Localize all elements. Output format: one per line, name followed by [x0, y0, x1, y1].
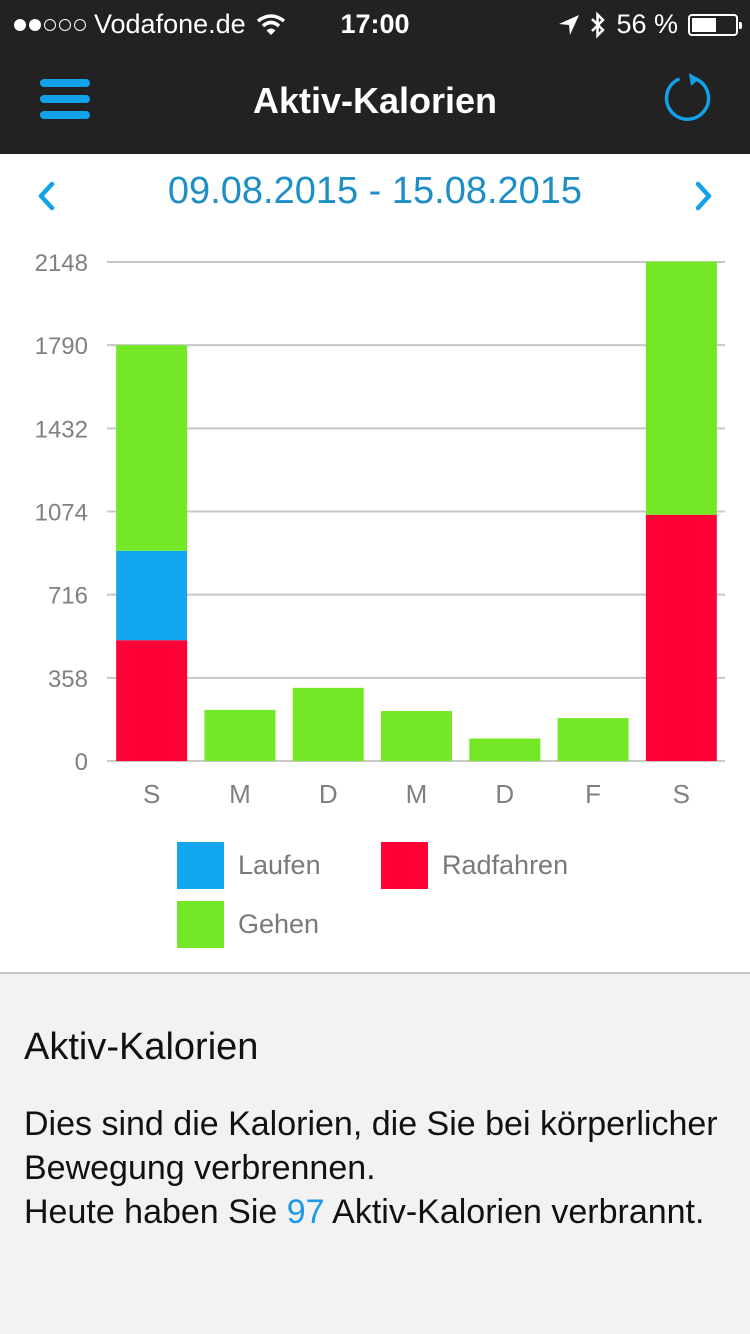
info-description: Dies sind die Kalorien, die Sie bei körp… — [24, 1102, 724, 1234]
page-title: Aktiv-Kalorien — [252, 80, 498, 121]
info-text-line1: Dies sind die Kalorien, die Sie bei körp… — [24, 1105, 718, 1187]
status-right: 56 % — [558, 9, 742, 40]
info-text-pre: Heute haben Sie — [24, 1193, 287, 1231]
x-tick-label: F — [585, 779, 601, 809]
info-panel: Aktiv-Kalorien Dies sind die Kalorien, d… — [0, 972, 750, 1334]
bar-segment — [116, 345, 188, 551]
menu-button[interactable] — [40, 79, 90, 119]
info-text-post: Aktiv-Kalorien verbrannt. — [324, 1193, 705, 1231]
y-tick-label: 1790 — [35, 333, 88, 360]
x-tick-label: D — [495, 779, 514, 809]
location-arrow-icon — [559, 14, 580, 35]
y-tick-label: 0 — [75, 749, 88, 776]
bar-segment — [381, 711, 452, 761]
date-selector: 09.08.2015 - 15.08.2015 — [0, 154, 750, 236]
refresh-icon — [664, 73, 711, 121]
legend-label-laufen: Laufen — [238, 850, 321, 880]
legend-swatch-gehen — [177, 901, 224, 948]
status-time: 17:00 — [340, 9, 410, 39]
refresh-button[interactable] — [660, 72, 714, 126]
legend-item-gehen: Gehen — [177, 901, 319, 948]
x-tick-label: S — [143, 779, 160, 809]
bar-segment — [645, 514, 717, 761]
bar-segment — [204, 709, 276, 761]
bar-segment — [292, 687, 364, 761]
previous-week-button[interactable] — [32, 176, 62, 216]
battery-fill — [692, 17, 716, 32]
today-calories-value: 97 — [286, 1193, 325, 1231]
chevron-left-icon — [38, 181, 55, 211]
legend-item-laufen: Laufen — [177, 842, 321, 889]
legend-swatch-radfahren — [381, 842, 428, 889]
bar-segment — [469, 738, 541, 761]
y-tick-label: 358 — [48, 666, 88, 693]
x-tick-label: M — [229, 779, 251, 809]
nav-bar: Aktiv-Kalorien — [0, 52, 750, 154]
bar-segment — [116, 550, 188, 641]
y-tick-label: 1074 — [35, 500, 88, 527]
legend-item-radfahren: Radfahren — [381, 842, 568, 889]
menu-icon — [40, 79, 90, 119]
info-title: Aktiv-Kalorien — [24, 1026, 259, 1068]
wifi-icon — [256, 13, 285, 35]
bar-segment — [645, 261, 717, 515]
status-left: Vodafone.de — [14, 9, 286, 40]
bar-segment — [557, 718, 629, 761]
x-tick-label: D — [319, 779, 338, 809]
y-tick-label: 2148 — [35, 250, 88, 277]
battery-icon — [688, 13, 742, 36]
battery-percent: 56 % — [616, 9, 678, 39]
active-calories-chart: 0 358 716 1074 1432 1790 2148 S M D M D F S — [35, 250, 725, 809]
legend-swatch-laufen — [177, 842, 224, 889]
chevron-right-icon — [695, 181, 712, 211]
legend-label-radfahren: Radfahren — [442, 850, 569, 880]
legend-label-gehen: Gehen — [238, 909, 320, 939]
bluetooth-icon — [591, 10, 606, 39]
bar-segment — [116, 640, 188, 761]
y-tick-label: 1432 — [35, 416, 88, 443]
x-tick-label: S — [673, 779, 690, 809]
chart-legend: Laufen Radfahren Gehen — [0, 840, 750, 960]
x-tick-label: M — [406, 779, 428, 809]
carrier-name: Vodafone.de — [94, 9, 246, 39]
next-week-button[interactable] — [688, 176, 718, 216]
signal-strength-icon — [14, 18, 86, 31]
date-range-label: 09.08.2015 - 15.08.2015 — [167, 170, 583, 212]
status-bar: Vodafone.de 17:00 56 % — [0, 0, 750, 52]
y-tick-label: 716 — [48, 583, 88, 610]
